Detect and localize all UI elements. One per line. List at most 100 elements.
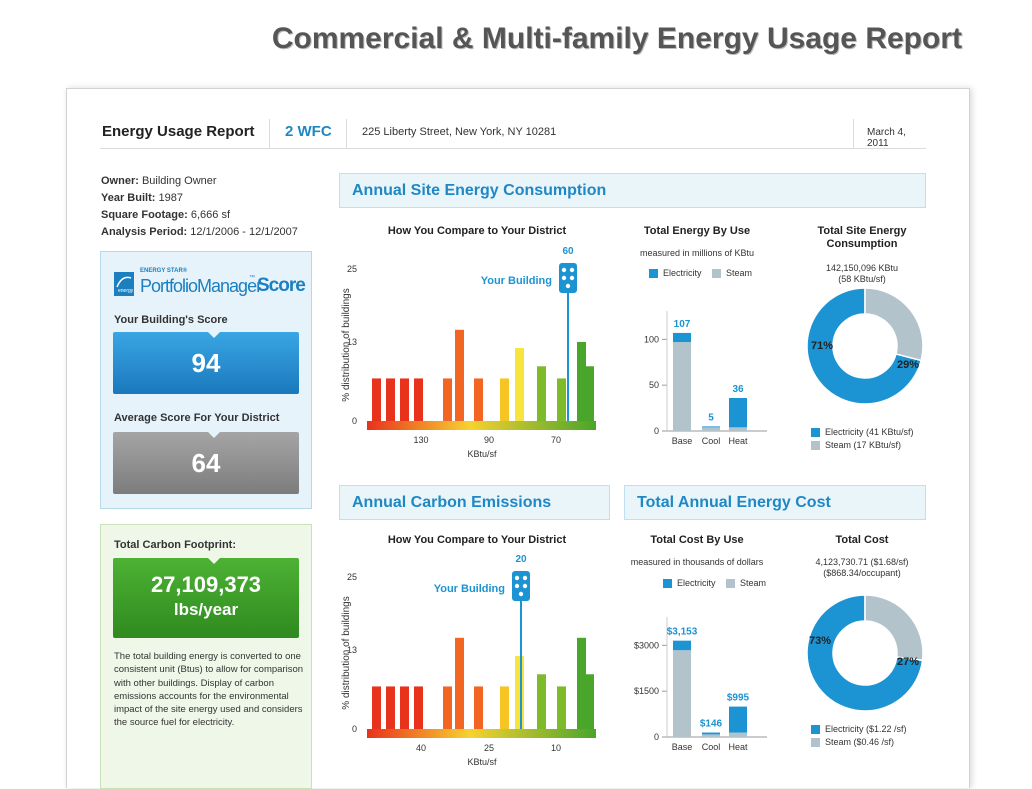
building-code: 2 WFC xyxy=(285,123,332,140)
use-category-label: Base xyxy=(672,742,693,752)
district-bar xyxy=(515,348,524,421)
building-window xyxy=(565,283,571,289)
use-bar-steam xyxy=(729,427,747,431)
building-window xyxy=(514,583,520,589)
district-bar xyxy=(585,674,594,729)
district-bar xyxy=(500,378,509,421)
district-bar xyxy=(372,686,381,729)
use-bar-steam xyxy=(702,427,720,431)
year-label: Year Built: xyxy=(101,192,156,204)
use-bar-electricity xyxy=(702,426,720,428)
report-label: Energy Usage Report xyxy=(102,123,255,140)
district-bar xyxy=(400,378,409,421)
cost-section-title: Total Annual Energy Cost xyxy=(624,485,926,520)
district-bar xyxy=(537,674,546,729)
your-building-icon xyxy=(559,263,577,293)
carbon-label: Total Carbon Footprint: xyxy=(114,539,236,551)
use-category-label: Heat xyxy=(728,436,748,446)
use-ytick: $3000 xyxy=(634,640,659,650)
use-bar-steam xyxy=(673,342,691,431)
district-gradient-axis xyxy=(367,421,596,430)
use-bar-electricity xyxy=(729,398,747,428)
district-bar xyxy=(455,637,464,729)
use-bar-label: 107 xyxy=(674,319,691,330)
donut-slice-steam xyxy=(864,594,924,662)
district-bar xyxy=(557,686,566,729)
energy-pct-electricity: 71% xyxy=(811,340,834,352)
your-score-label: Your Building's Score xyxy=(114,314,228,326)
report-header: Energy Usage Report 2 WFC 225 Liberty St… xyxy=(100,117,926,149)
cost-total-line2: ($868.34/occupant) xyxy=(823,568,901,578)
building-window xyxy=(514,575,520,581)
use-ytick: 0 xyxy=(654,732,659,742)
use-bar-steam xyxy=(729,732,747,737)
district-ytick: 25 xyxy=(347,572,357,582)
district-xtick: 40 xyxy=(416,743,426,753)
cost-donut-legend-steam: Steam ($0.46 /sf) xyxy=(825,737,895,747)
cost-total-title: Total Cost xyxy=(835,534,889,546)
carbon-unit: lbs/year xyxy=(173,600,239,619)
donut-legend-electricity: Electricity (41 KBtu/sf) xyxy=(825,427,914,437)
logo-small-text: ENERGY STAR® xyxy=(140,268,188,274)
logo-tm: ™ xyxy=(249,275,255,281)
carbon-compare-title: How You Compare to Your District xyxy=(387,534,567,546)
district-bar xyxy=(500,686,509,729)
donut-slice-steam xyxy=(864,287,924,362)
building-window xyxy=(518,591,524,597)
district-ytick: 13 xyxy=(347,337,357,347)
carbon-footprint-box: Total Carbon Footprint: 27,109,373 lbs/y… xyxy=(100,524,312,789)
cost-pct-electricity: 73% xyxy=(809,635,832,647)
use-bar-label: $146 xyxy=(700,719,723,730)
report-panel: Energy Usage Report 2 WFC 225 Liberty St… xyxy=(66,88,970,789)
your-score-value: 94 xyxy=(191,348,221,378)
your-building-icon xyxy=(512,571,530,601)
energy-pct-steam: 29% xyxy=(897,359,920,371)
cost-pct-steam: 27% xyxy=(897,656,920,668)
energy-total-title: Total Site Energy Consumption xyxy=(817,225,907,250)
energy-use-chart: 100 50 0 107 Base 5 Cool 36 Heat xyxy=(644,311,767,446)
district-xlabel: KBtu/sf xyxy=(467,757,497,767)
use-category-label: Heat xyxy=(728,742,748,752)
district-bar xyxy=(577,341,586,421)
avg-score-label: Average Score For Your District xyxy=(114,412,280,424)
page-title: Commercial & Multi-family Energy Usage R… xyxy=(271,22,962,55)
building-window xyxy=(561,267,567,273)
your-building-label: Your Building xyxy=(434,583,505,595)
building-window xyxy=(522,583,528,589)
cost-total-line1: 4,123,730.71 ($1.68/sf) xyxy=(815,557,909,567)
district-bar xyxy=(443,378,452,421)
building-window xyxy=(569,275,575,281)
use-bar-label: $3,153 xyxy=(667,627,698,638)
district-bar xyxy=(372,378,381,421)
cost-legend-electricity: Electricity xyxy=(677,578,716,588)
your-score-bar: 94 xyxy=(113,331,299,394)
district-bar xyxy=(386,686,395,729)
district-xtick: 25 xyxy=(484,743,494,753)
use-category-label: Base xyxy=(672,436,693,446)
district-bar xyxy=(414,686,423,729)
energy-total-line1: 142,150,096 KBtu xyxy=(825,263,899,273)
legend-steam: Steam xyxy=(726,268,753,278)
energy-use-subtitle: measured in millions of KBtu xyxy=(639,248,755,258)
district-bar xyxy=(455,329,464,421)
energy-use-legend: Electricity Steam xyxy=(649,268,753,279)
district-ylabel: % distribution of buildings xyxy=(341,596,352,709)
cost-use-chart: $3000 $1500 0 $3,153 Base $146 Cool $995 Heat xyxy=(634,617,767,752)
donut-slice-electricity xyxy=(806,594,924,712)
district-xtick: 10 xyxy=(551,743,561,753)
your-building-label: Your Building xyxy=(481,275,552,287)
cost-use-title: Total Cost By Use xyxy=(650,534,744,546)
cost-use-legend: Electricity Steam xyxy=(663,578,766,589)
use-bar-electricity xyxy=(702,732,720,735)
your-building-value: 60 xyxy=(562,246,574,257)
district-bar xyxy=(414,378,423,421)
cost-use-subtitle: measured in thousands of dollars xyxy=(630,557,764,567)
use-category-label: Cool xyxy=(702,436,721,446)
cost-donut-legend-electricity: Electricity ($1.22 /sf) xyxy=(825,724,907,734)
energy-compare-title: How You Compare to Your District xyxy=(387,225,567,237)
use-ytick: 0 xyxy=(654,426,659,436)
energy-section-title: Annual Site Energy Consumption xyxy=(339,173,926,208)
use-bar-electricity xyxy=(729,706,747,733)
building-window xyxy=(522,575,528,581)
